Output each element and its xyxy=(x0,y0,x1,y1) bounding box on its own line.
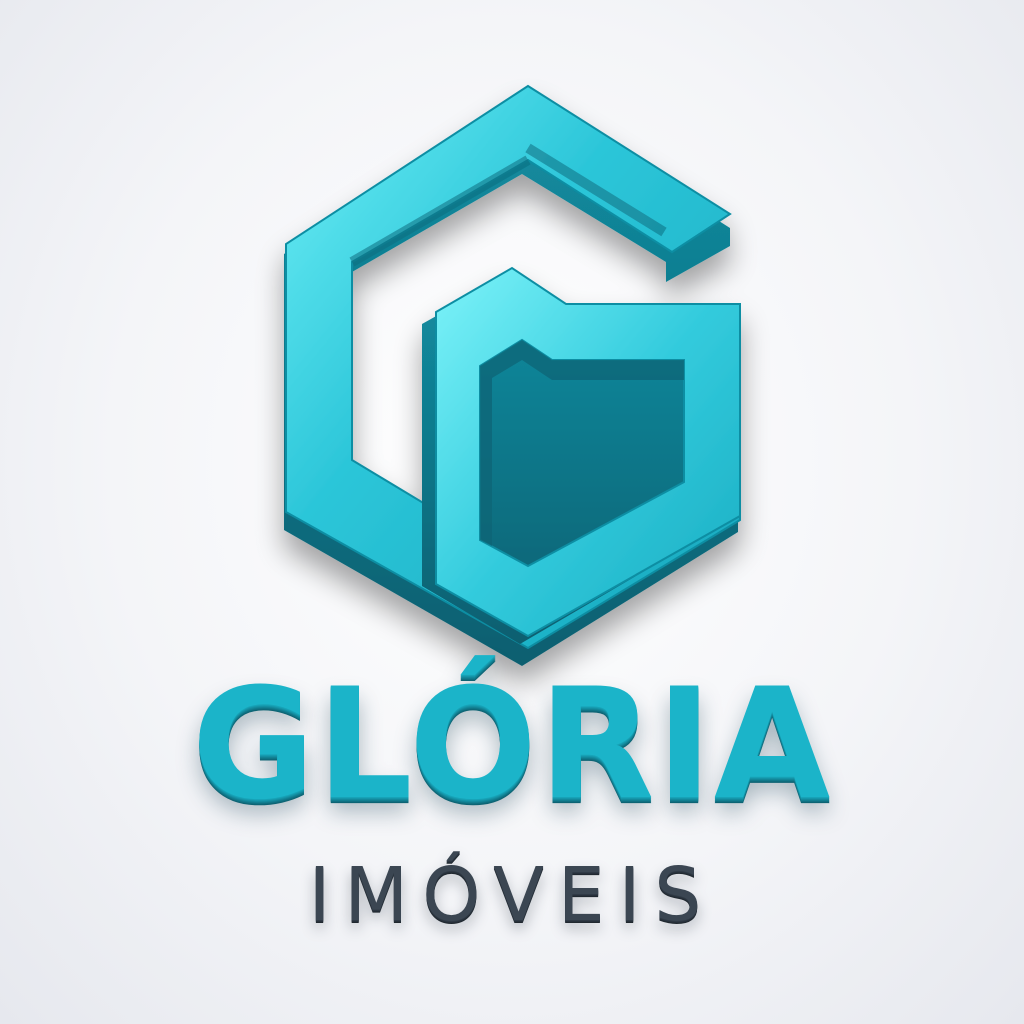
brand-subtitle: IMÓVEIS xyxy=(308,852,716,938)
brand-name: GLÓRIA xyxy=(191,656,833,834)
house-opening-depth xyxy=(480,340,684,546)
outer-g-inner-bevel xyxy=(349,143,667,267)
emblem-group xyxy=(284,84,741,666)
